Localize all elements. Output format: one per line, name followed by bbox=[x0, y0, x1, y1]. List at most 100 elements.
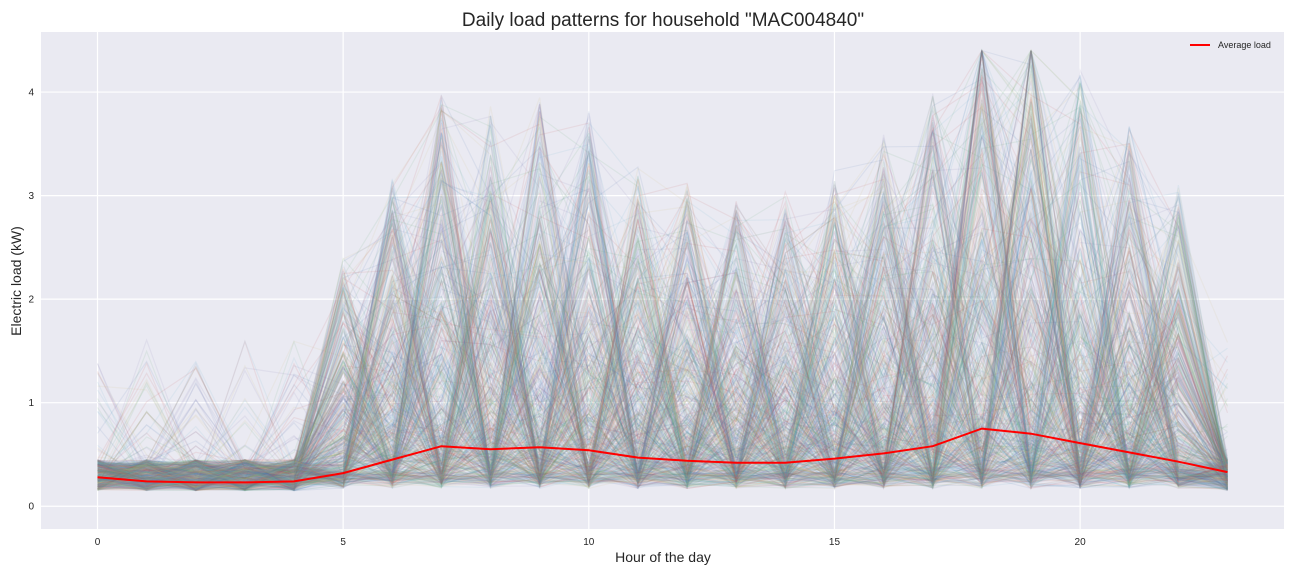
daily-profile-line bbox=[97, 176, 1228, 482]
daily-profile-line bbox=[97, 50, 1228, 490]
daily-profile-line bbox=[97, 185, 1228, 488]
daily-profile-line bbox=[97, 190, 1229, 489]
daily-profile-line bbox=[97, 171, 1229, 486]
daily-profile-line bbox=[97, 199, 1228, 488]
daily-profile-line bbox=[97, 140, 1229, 489]
daily-profile-line bbox=[97, 169, 1228, 489]
daily-profile-line bbox=[97, 193, 1228, 489]
daily-profile-line bbox=[97, 136, 1229, 487]
daily-profile-line bbox=[96, 167, 1228, 487]
daily-profile-line bbox=[97, 105, 1229, 490]
daily-profile-line bbox=[96, 276, 1228, 487]
daily-profile-line bbox=[97, 194, 1229, 489]
daily-profile-line bbox=[97, 241, 1229, 488]
daily-profile-line bbox=[97, 189, 1228, 490]
daily-profile-line bbox=[97, 115, 1228, 490]
daily-profile-line bbox=[97, 115, 1228, 487]
daily-profile-line bbox=[97, 88, 1228, 487]
daily-profile-line bbox=[97, 50, 1228, 489]
daily-profile-line bbox=[97, 116, 1228, 487]
y-tick-label: 4 bbox=[28, 88, 34, 99]
daily-profile-line bbox=[97, 101, 1228, 487]
daily-profile-line bbox=[97, 158, 1228, 491]
daily-profile-line bbox=[96, 231, 1228, 489]
daily-profile-line bbox=[97, 292, 1228, 486]
daily-profile-line bbox=[97, 49, 1228, 487]
daily-profile-line bbox=[97, 203, 1229, 489]
daily-profile-line bbox=[97, 107, 1228, 489]
daily-profile-line bbox=[96, 117, 1228, 485]
daily-profile-line bbox=[97, 229, 1229, 491]
daily-profile-line bbox=[97, 216, 1228, 486]
daily-profile-line bbox=[97, 142, 1229, 481]
daily-profile-line bbox=[97, 313, 1228, 489]
daily-profile-line bbox=[97, 242, 1229, 489]
daily-profile-line bbox=[97, 183, 1228, 487]
daily-profile-line bbox=[97, 209, 1228, 489]
daily-profile-line bbox=[97, 219, 1228, 490]
daily-profile-line bbox=[97, 170, 1228, 488]
daily-profile-line bbox=[97, 249, 1229, 489]
daily-profile-line bbox=[97, 256, 1229, 487]
daily-profile-line bbox=[97, 180, 1228, 485]
daily-profile-line bbox=[97, 223, 1229, 487]
daily-profile-line bbox=[96, 62, 1228, 491]
daily-profile-line bbox=[97, 82, 1228, 492]
daily-profile-line bbox=[97, 238, 1229, 489]
daily-profile-line bbox=[97, 145, 1228, 489]
daily-profile-line bbox=[97, 167, 1229, 488]
daily-profile-line bbox=[97, 48, 1229, 489]
daily-profile-line bbox=[97, 136, 1228, 489]
daily-profile-line bbox=[97, 146, 1228, 490]
daily-profile-line bbox=[97, 167, 1228, 488]
daily-profile-line bbox=[97, 229, 1229, 488]
daily-profile-line bbox=[97, 200, 1229, 488]
daily-profile-line bbox=[97, 131, 1228, 488]
daily-profile-line bbox=[97, 152, 1229, 488]
daily-profile-line bbox=[97, 50, 1229, 491]
daily-profile-line bbox=[97, 99, 1228, 491]
daily-profile-line bbox=[97, 295, 1228, 491]
daily-profile-line bbox=[97, 151, 1228, 490]
daily-profile-line bbox=[97, 49, 1228, 491]
daily-profile-line bbox=[97, 134, 1228, 487]
daily-profile-line bbox=[97, 199, 1228, 490]
daily-profile-line bbox=[97, 112, 1228, 491]
daily-profile-line bbox=[97, 50, 1228, 491]
daily-profile-line bbox=[97, 216, 1228, 487]
daily-profile-line bbox=[97, 130, 1229, 488]
daily-profile-line bbox=[97, 187, 1228, 489]
daily-profile-line bbox=[97, 67, 1229, 488]
daily-profile-line bbox=[97, 195, 1228, 486]
daily-profile-line bbox=[97, 199, 1228, 488]
daily-profile-line bbox=[97, 181, 1229, 490]
daily-profile-line bbox=[97, 139, 1229, 490]
daily-profile-line bbox=[97, 126, 1229, 490]
daily-profile-line bbox=[97, 244, 1229, 490]
daily-profile-line bbox=[97, 228, 1228, 485]
daily-profile-line bbox=[97, 302, 1228, 485]
daily-profile-line bbox=[97, 188, 1228, 491]
daily-profile-line bbox=[97, 197, 1228, 490]
daily-profile-line bbox=[97, 163, 1228, 492]
daily-profile-line bbox=[97, 142, 1228, 487]
daily-profile-line bbox=[97, 50, 1229, 486]
daily-profile-line bbox=[97, 213, 1228, 490]
daily-profile-line bbox=[97, 48, 1228, 488]
daily-profile-line bbox=[97, 154, 1228, 490]
daily-profile-line bbox=[97, 110, 1229, 488]
daily-profile-line bbox=[97, 280, 1228, 488]
daily-profile-line bbox=[97, 50, 1229, 489]
daily-profile-line bbox=[97, 50, 1228, 487]
daily-profile-line bbox=[97, 263, 1228, 484]
daily-profile-line bbox=[97, 152, 1228, 490]
daily-profile-line bbox=[97, 136, 1228, 491]
daily-profile-line bbox=[97, 106, 1228, 488]
daily-profile-line bbox=[97, 213, 1228, 491]
daily-profile-line bbox=[97, 200, 1228, 485]
daily-profile-line bbox=[97, 103, 1228, 484]
daily-profile-line bbox=[97, 71, 1229, 491]
daily-profile-line bbox=[97, 123, 1228, 486]
daily-profile-line bbox=[97, 54, 1228, 491]
daily-profile-line bbox=[97, 108, 1228, 488]
